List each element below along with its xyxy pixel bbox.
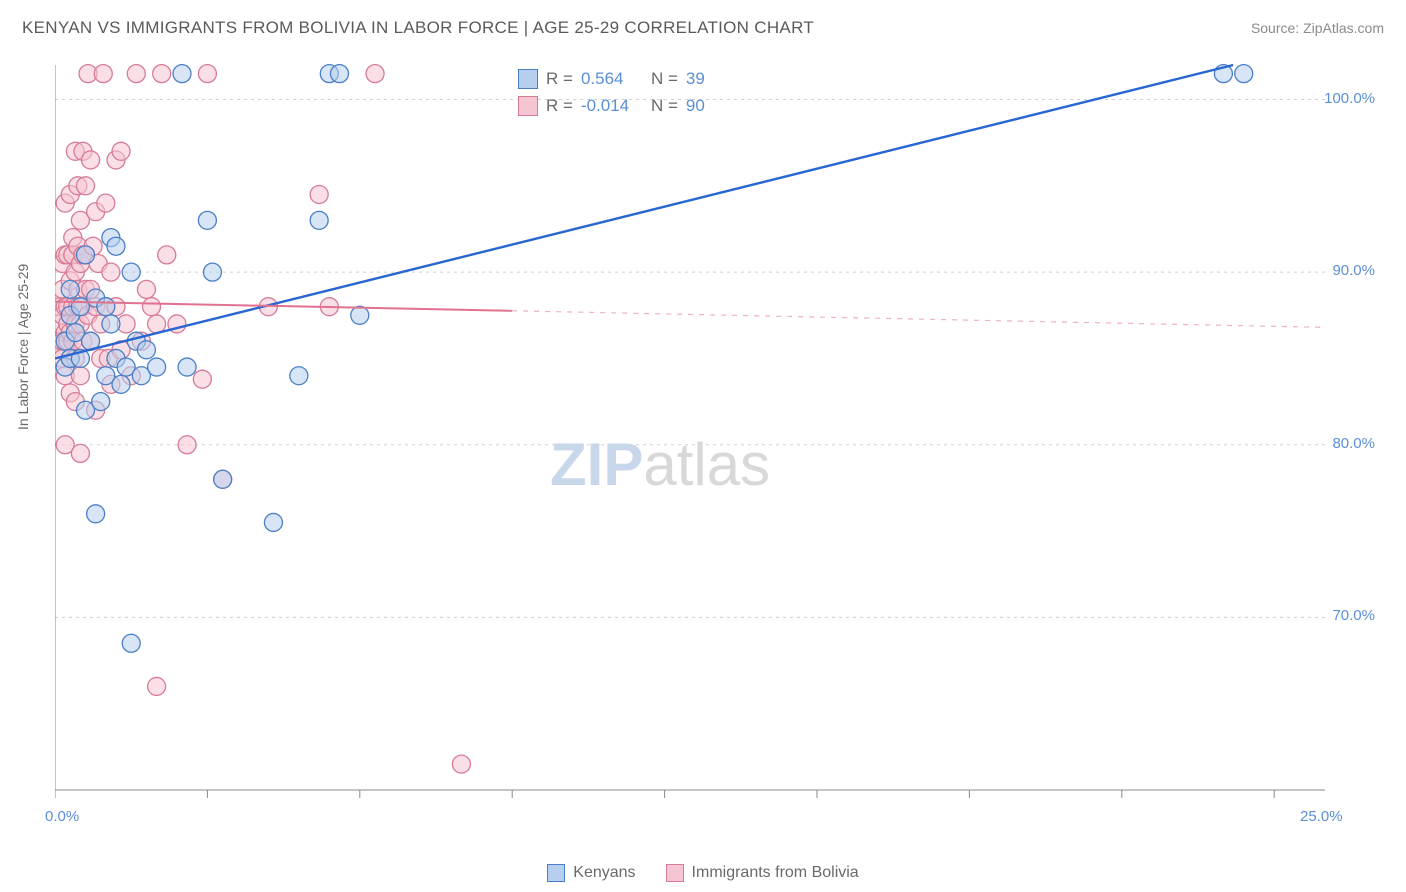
legend-item-kenyans: Kenyans	[547, 864, 635, 882]
y-axis-label: In Labor Force | Age 25-29	[15, 264, 31, 430]
r-value-kenyans: 0.564	[581, 65, 643, 92]
ytick-label: 70.0%	[1332, 607, 1375, 624]
chart-container: KENYAN VS IMMIGRANTS FROM BOLIVIA IN LAB…	[0, 0, 1406, 892]
n-label: N =	[651, 65, 678, 92]
swatch-kenyans	[518, 69, 538, 89]
legend-row-kenyans: R = 0.564 N = 39	[518, 65, 705, 92]
xtick-label: 25.0%	[1300, 808, 1343, 825]
chart-title: KENYAN VS IMMIGRANTS FROM BOLIVIA IN LAB…	[22, 18, 814, 38]
n-value-kenyans: 39	[686, 65, 705, 92]
series-legend: Kenyans Immigrants from Bolivia	[0, 864, 1406, 882]
n-value-bolivia: 90	[686, 92, 705, 119]
swatch-kenyans-icon	[547, 864, 565, 882]
source-attribution: Source: ZipAtlas.com	[1251, 20, 1384, 36]
legend-label-bolivia: Immigrants from Bolivia	[692, 864, 859, 882]
plot-area	[55, 60, 1375, 820]
ytick-label: 100.0%	[1324, 90, 1375, 107]
swatch-bolivia	[518, 96, 538, 116]
swatch-bolivia-icon	[666, 864, 684, 882]
legend-item-bolivia: Immigrants from Bolivia	[666, 864, 859, 882]
r-label: R =	[546, 65, 573, 92]
legend-row-bolivia: R = -0.014 N = 90	[518, 92, 705, 119]
scatter-plot-svg	[55, 60, 1375, 820]
legend-label-kenyans: Kenyans	[573, 864, 635, 882]
correlation-legend: R = 0.564 N = 39 R = -0.014 N = 90	[518, 65, 705, 119]
ytick-label: 80.0%	[1332, 435, 1375, 452]
r-label: R =	[546, 92, 573, 119]
header: KENYAN VS IMMIGRANTS FROM BOLIVIA IN LAB…	[22, 18, 1384, 38]
r-value-bolivia: -0.014	[581, 92, 643, 119]
n-label: N =	[651, 92, 678, 119]
ytick-label: 90.0%	[1332, 262, 1375, 279]
xtick-label: 0.0%	[45, 808, 79, 825]
